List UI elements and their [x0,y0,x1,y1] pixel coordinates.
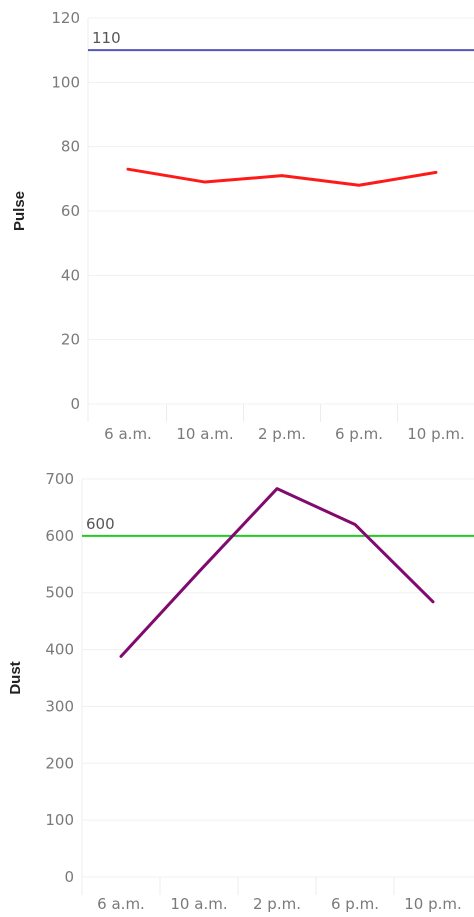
pulse-data-point [126,167,130,171]
dust-y-tick-label: 500 [45,584,74,602]
dust-x-tick-label: 10 a.m. [170,895,227,913]
pulse-data-point [434,171,438,174]
dust-y-tick-label: 0 [64,868,74,886]
pulse-x-tick-label: 10 p.m. [407,425,465,443]
pulse-y-tick-label: 20 [61,331,80,349]
dust-y-axis-title: Dust [7,661,24,694]
dust-data-point [431,600,435,604]
pulse-series-line [126,167,438,187]
dust-y-tick-label: 100 [45,811,74,829]
dust-y-tick-label: 700 [45,470,74,488]
pulse-x-tick-label: 10 a.m. [176,425,233,443]
dust-data-point [119,655,123,658]
dust-x-tick-label: 2 p.m. [253,895,301,913]
pulse-data-point [280,174,284,177]
dust-y-tick-label: 600 [45,527,74,545]
pulse-x-tick-label: 6 a.m. [104,425,152,443]
dust-y-tick-label: 200 [45,754,74,772]
pulse-y-tick-label: 120 [51,9,80,27]
dust-data-point [275,487,279,490]
pulse-data-point [357,184,361,187]
dust-y-tick-label: 400 [45,641,74,659]
dust-y-tick-label: 300 [45,697,74,715]
dust-chart: 0 100 200 300 400 500 600 700 Dust 6 a.m. 10 a.m. 2… [7,470,474,913]
dust-series-line [119,487,435,658]
pulse-y-axis-title: Pulse [11,191,28,231]
dust-data-point [353,523,357,526]
pulse-y-tick-label: 100 [51,73,80,91]
pulse-y-tick-label: 0 [70,395,80,413]
dust-x-tick-label: 10 p.m. [404,895,462,913]
dust-x-tick-label: 6 a.m. [97,895,145,913]
dust-data-point [197,570,201,573]
pulse-y-tick-label: 40 [61,266,80,284]
pulse-x-tick-label: 6 p.m. [335,425,383,443]
pulse-data-point [203,180,207,184]
dust-x-tick-label: 6 p.m. [331,895,379,913]
pulse-chart: 0 20 40 60 80 100 120 Pulse 6 a.m. 10 a.m. 2 p.m. 6… [11,9,474,443]
pulse-y-tick-label: 60 [61,202,80,220]
pulse-reference-label: 110 [92,29,121,47]
pulse-x-tick-label: 2 p.m. [258,425,306,443]
dust-reference-label: 600 [86,515,115,533]
pulse-y-tick-label: 80 [61,138,80,156]
